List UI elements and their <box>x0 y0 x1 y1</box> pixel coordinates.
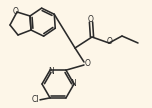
Text: N: N <box>70 79 76 88</box>
Text: N: N <box>48 67 54 76</box>
Text: O: O <box>85 59 91 68</box>
Text: O: O <box>88 14 94 24</box>
Text: O: O <box>13 7 19 17</box>
Text: O: O <box>107 37 113 45</box>
Text: Cl: Cl <box>31 95 39 104</box>
